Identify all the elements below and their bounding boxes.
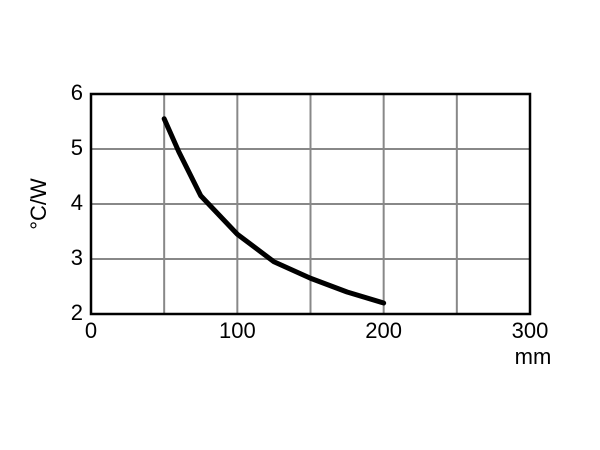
x-axis-label: mm — [515, 344, 552, 369]
plot-frame — [89, 92, 532, 316]
x-tick-label: 100 — [219, 318, 256, 343]
x-tick-label: 300 — [512, 318, 549, 343]
y-tick-label: 4 — [71, 190, 83, 215]
x-tick-label: 0 — [85, 318, 97, 343]
data-line — [161, 116, 387, 306]
y-tick-label: 6 — [71, 80, 83, 105]
x-tick-label: 200 — [365, 318, 402, 343]
y-axis-label: °C/W — [26, 178, 51, 230]
y-tick-label: 3 — [71, 245, 83, 270]
y-tick-label: 5 — [71, 135, 83, 160]
y-tick-label: 2 — [71, 300, 83, 325]
